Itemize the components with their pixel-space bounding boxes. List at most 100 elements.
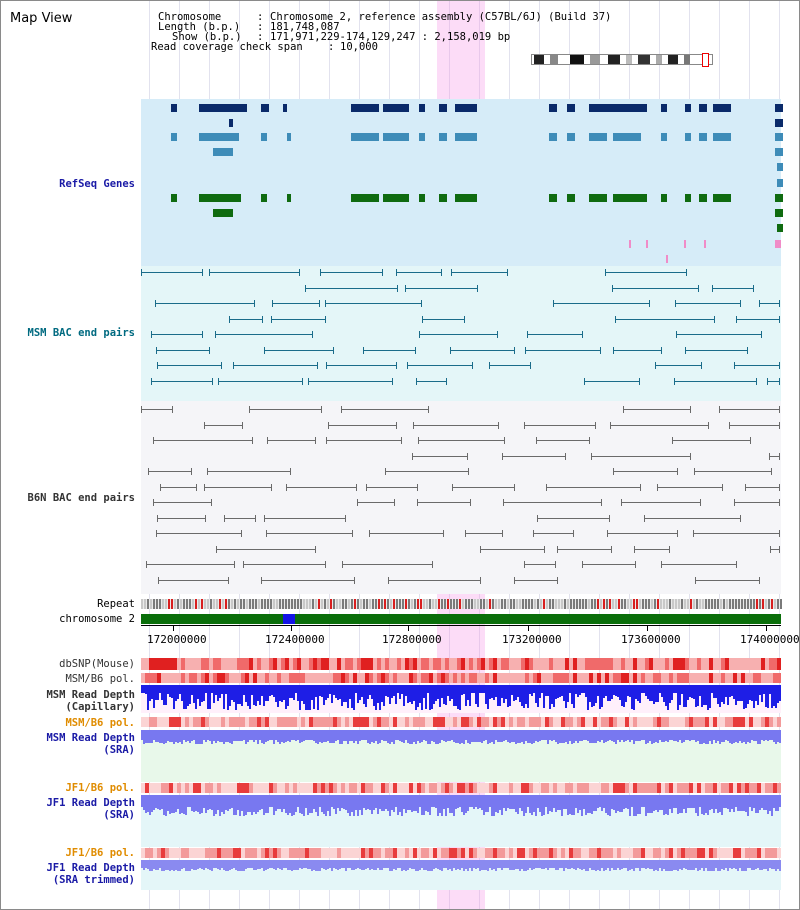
repeat-mark xyxy=(342,599,344,609)
depth-bar xyxy=(395,685,397,704)
axis-tick xyxy=(408,625,409,631)
jf1-read-depth-sra-track[interactable] xyxy=(141,795,781,847)
b6n-pair-line xyxy=(146,564,234,565)
repeat-mark xyxy=(720,599,722,609)
pol-cell xyxy=(725,673,729,683)
pol-cell xyxy=(225,783,229,793)
pol-cell xyxy=(597,848,601,858)
depth-bar xyxy=(627,860,629,871)
depth-bar xyxy=(577,860,579,868)
depth-bar xyxy=(189,685,191,704)
pair-end xyxy=(693,530,694,537)
depth-bar xyxy=(143,795,145,810)
pol-cell xyxy=(637,783,641,793)
pol-cell xyxy=(681,783,685,793)
depth-bar xyxy=(575,860,577,870)
b6n-bac-label[interactable]: B6N BAC end pairs xyxy=(27,492,135,504)
msm-b6-pol-track-1[interactable] xyxy=(141,673,781,683)
repeat-mark xyxy=(291,599,293,609)
depth-bar xyxy=(371,795,373,814)
depth-bar xyxy=(191,730,193,741)
pol-cell xyxy=(581,673,585,683)
repeat-mark xyxy=(633,599,635,609)
b6n-pair-line xyxy=(261,579,354,581)
pol-cell xyxy=(501,848,505,858)
pol-cell xyxy=(481,783,485,793)
pol-cell xyxy=(317,848,321,858)
pol-cell xyxy=(393,783,397,793)
depth-bar xyxy=(513,795,515,809)
msm-bac-label[interactable]: MSM BAC end pairs xyxy=(27,327,135,339)
msm-pair-line xyxy=(215,334,312,335)
depth-bar xyxy=(183,860,185,868)
depth-bar xyxy=(151,795,153,812)
depth-bar xyxy=(401,860,403,871)
msm-pair-line xyxy=(712,287,753,289)
repeat-mark xyxy=(483,599,485,609)
pol-cell xyxy=(721,848,725,858)
repeat-mark xyxy=(669,599,671,609)
pol-cell xyxy=(441,658,445,670)
pol-cell xyxy=(549,783,553,793)
repeat-mark xyxy=(177,599,179,609)
pol-cell xyxy=(245,848,249,858)
msm-read-depth-capillary-track[interactable] xyxy=(141,685,781,713)
jf1-read-depth-trimmed-track[interactable] xyxy=(141,860,781,890)
depth-bar xyxy=(399,730,401,741)
repeat-mark xyxy=(516,599,518,609)
b6n-pair-line xyxy=(769,455,779,457)
msm-read-depth-sra-track[interactable] xyxy=(141,730,781,782)
repeat-mark xyxy=(600,599,602,609)
repeat-mark xyxy=(318,599,320,609)
msm-b6-pol-track-2[interactable] xyxy=(141,717,781,727)
depth-bar xyxy=(307,795,309,815)
depth-bar xyxy=(341,730,343,744)
depth-bar xyxy=(439,795,441,813)
pol-cell xyxy=(301,717,305,727)
b6n-pair-line xyxy=(216,548,315,550)
jf1-b6-pol-track-2[interactable] xyxy=(141,848,781,858)
depth-bar xyxy=(571,685,573,704)
pol-cell xyxy=(153,658,157,670)
pair-end xyxy=(759,300,760,307)
b6n-pair-line xyxy=(148,471,191,472)
depth-bar xyxy=(423,860,425,870)
depth-bar xyxy=(589,795,591,813)
repeat-mark xyxy=(264,599,266,609)
pol-cell xyxy=(653,673,657,683)
pol-cell xyxy=(197,658,201,670)
depth-bar xyxy=(753,795,755,808)
depth-bar xyxy=(207,685,209,709)
depth-bar xyxy=(281,860,283,870)
depth-bar xyxy=(399,795,401,812)
pol-cell xyxy=(309,783,313,793)
jf1-b6-pol-track-1[interactable] xyxy=(141,783,781,793)
pol-cell xyxy=(721,658,725,670)
pair-end xyxy=(771,468,772,475)
pair-end xyxy=(212,377,213,385)
pol-cell xyxy=(229,848,233,858)
pol-cell xyxy=(221,783,225,793)
pol-cell xyxy=(677,848,681,858)
chromosome-ideogram[interactable] xyxy=(531,53,713,67)
depth-bar xyxy=(245,795,247,815)
pol-cell xyxy=(657,717,661,727)
chromosome-label-track: chromosome 2 xyxy=(59,613,135,625)
depth-bar xyxy=(749,730,751,743)
pol-cell xyxy=(537,848,541,858)
refseq-genes-label[interactable]: RefSeq Genes xyxy=(59,178,135,190)
depth-bar xyxy=(655,730,657,742)
pol-cell xyxy=(353,673,357,683)
depth-bar xyxy=(335,860,337,869)
repeat-mark xyxy=(702,599,704,609)
repeat-mark xyxy=(747,599,749,609)
depth-bar xyxy=(163,685,165,705)
repeat-track[interactable] xyxy=(141,599,782,609)
dbsnp-track[interactable] xyxy=(141,658,781,670)
depth-bar xyxy=(569,860,571,869)
chromosome-bar[interactable] xyxy=(141,614,781,624)
depth-bar xyxy=(247,860,249,868)
depth-bar xyxy=(339,730,341,744)
depth-bar xyxy=(745,860,747,871)
pol-cell xyxy=(661,717,665,727)
